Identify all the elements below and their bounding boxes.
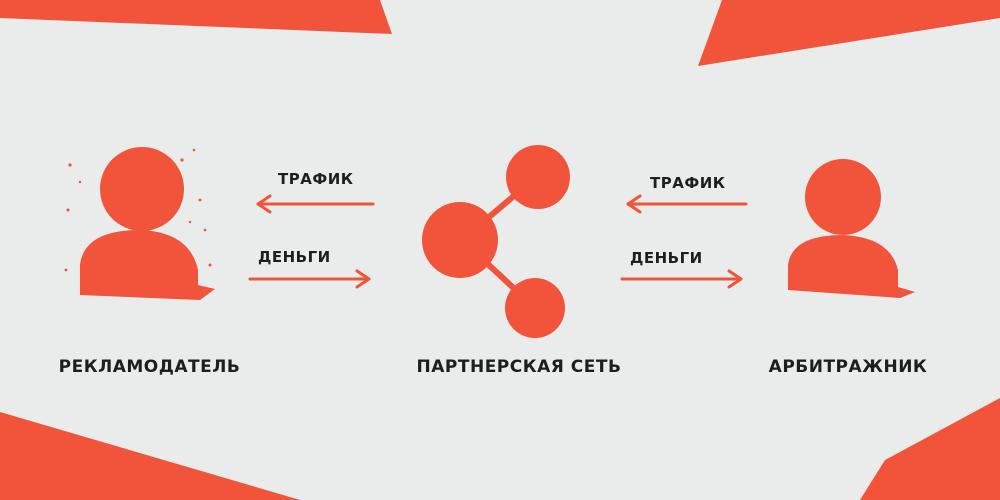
right-money-arrow <box>620 269 743 289</box>
corner-shape-top-right <box>698 0 1000 66</box>
corner-shape-bottom-right <box>860 398 1000 500</box>
network-label: ПАРТНЕРСКАЯ СЕТЬ <box>416 357 622 377</box>
left-traffic-label: ТРАФИК <box>278 170 354 188</box>
left-traffic-arrow <box>256 194 375 214</box>
arbitrager-person-icon <box>788 159 915 298</box>
right-money-label: ДЕНЬГИ <box>630 249 703 267</box>
corner-shape-bottom-left <box>0 412 300 500</box>
right-traffic-arrow <box>626 194 748 214</box>
arbitrager-label: АРБИТРАЖНИК <box>768 357 928 377</box>
right-traffic-label: ТРАФИК <box>650 174 726 192</box>
left-money-label: ДЕНЬГИ <box>258 248 331 266</box>
share-network-icon <box>422 145 570 338</box>
left-money-arrow <box>248 269 371 289</box>
advertiser-person-icon <box>64 147 215 300</box>
corner-shape-top-left <box>0 0 392 34</box>
advertiser-label: РЕКЛАМОДАТЕЛЬ <box>58 357 241 377</box>
